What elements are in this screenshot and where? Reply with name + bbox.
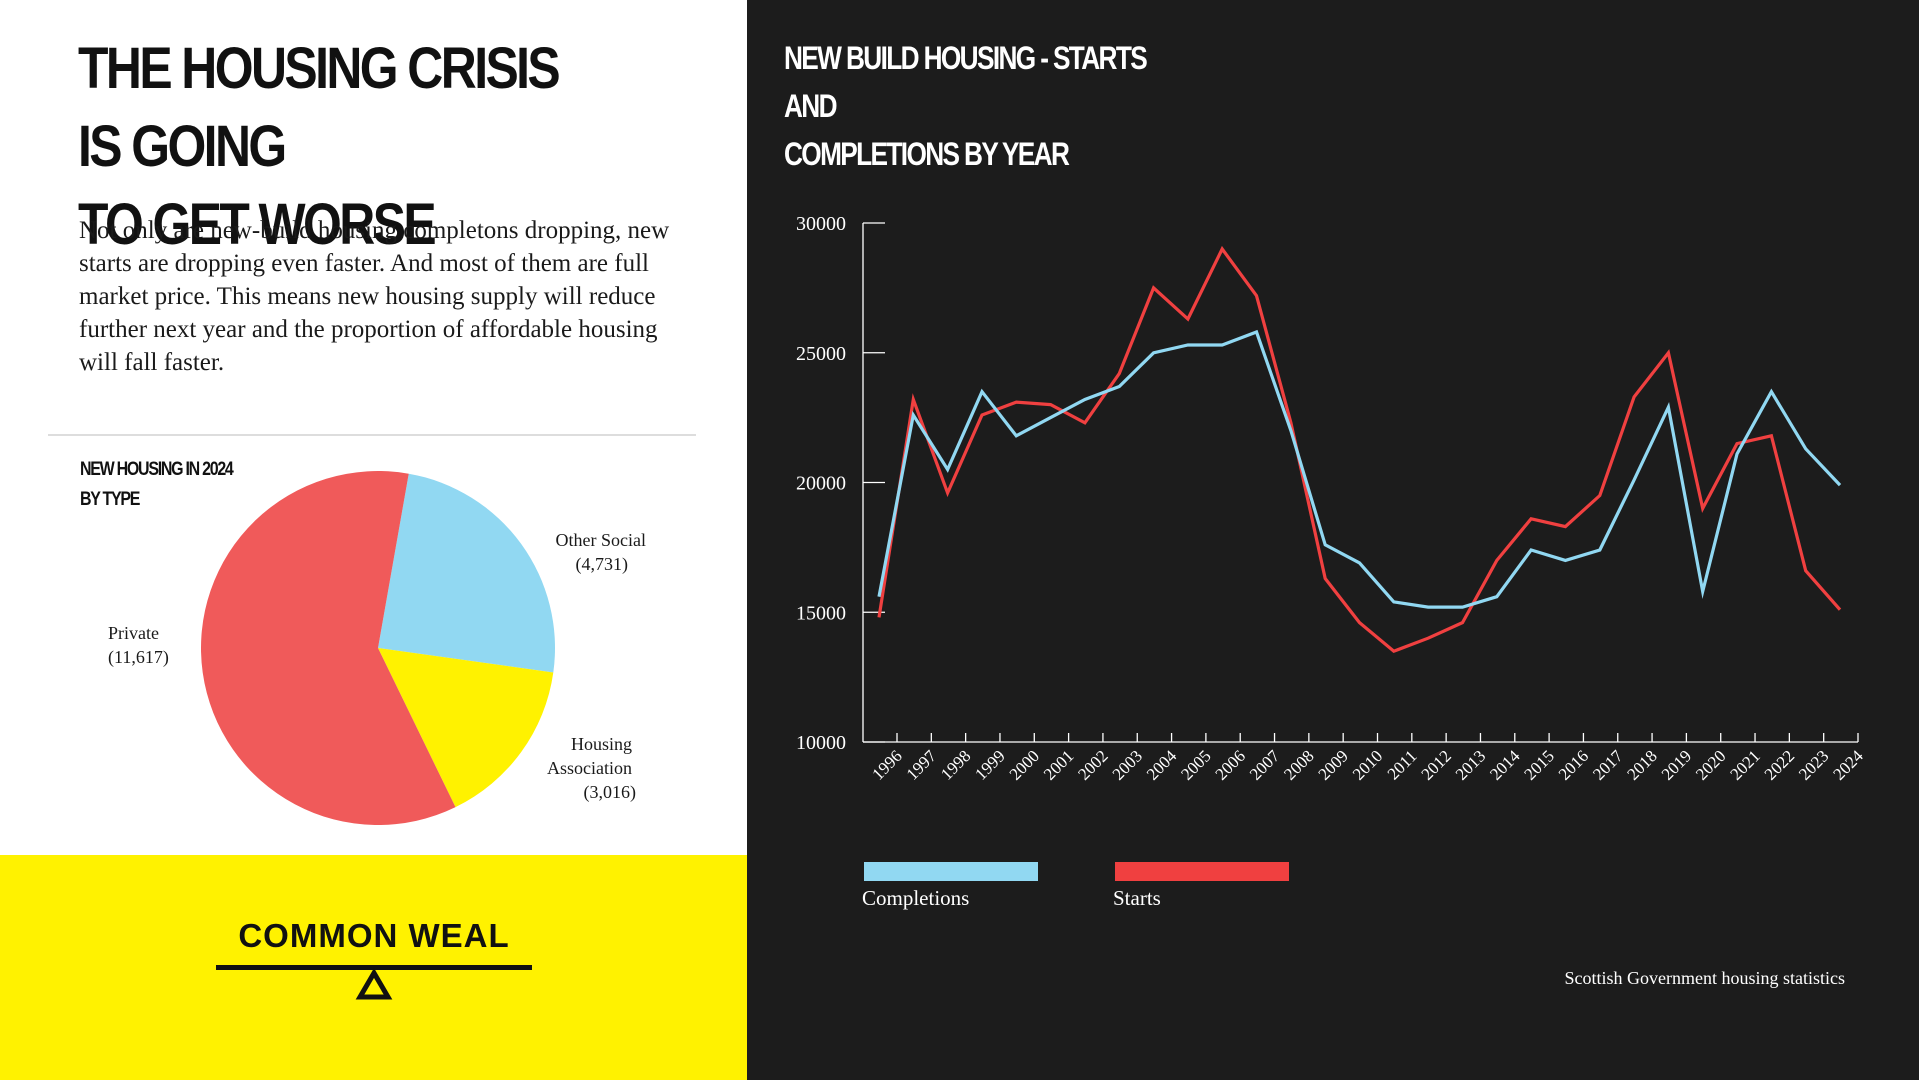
x-tick-label: 2015 <box>1520 746 1557 783</box>
legend-swatch-completions <box>864 862 1038 881</box>
headline-line-1: THE HOUSING CRISIS IS GOING <box>78 36 561 179</box>
x-tick-label: 2011 <box>1384 746 1421 783</box>
y-tick-label: 25000 <box>796 343 846 365</box>
y-tick-label: 15000 <box>796 602 846 624</box>
pie-label-private: Private (11,617) <box>108 621 208 669</box>
pie-chart-title: NEW HOUSING IN 2024 BY TYPE <box>80 455 298 515</box>
page-headline: THE HOUSING CRISIS IS GOING TO GET WORSE <box>78 30 561 264</box>
divider <box>48 434 696 436</box>
x-tick-label: 2019 <box>1658 746 1695 783</box>
intro-paragraph: Not only are new-build housing completon… <box>79 217 670 376</box>
pie-slice-other-social <box>378 473 556 673</box>
x-tick-label: 1999 <box>971 746 1008 783</box>
pie-title-line-2: BY TYPE <box>80 489 140 510</box>
x-tick-label: 2005 <box>1177 746 1214 783</box>
x-tick-label: 2022 <box>1761 746 1798 783</box>
legend-label-completions: Completions <box>862 886 969 910</box>
x-tick-label: 2017 <box>1589 746 1627 784</box>
x-tick-label: 2007 <box>1246 746 1284 784</box>
y-tick-label: 20000 <box>796 473 846 495</box>
x-tick-label: 2014 <box>1486 746 1524 784</box>
pie-slice-housing-association <box>378 648 554 808</box>
pie-label-value: (3,016) <box>583 782 637 802</box>
pie-label-other-social: Other Social (4,731) <box>470 528 646 576</box>
x-tick-label: 2023 <box>1795 746 1832 783</box>
x-tick-label: 2003 <box>1109 746 1146 783</box>
x-tick-label: 2020 <box>1692 746 1729 783</box>
pie-label-name: Private <box>108 623 159 643</box>
seesaw-logo-icon <box>216 965 532 1000</box>
pie-label-name-1: Housing <box>570 734 632 754</box>
x-tick-label: 1997 <box>903 746 941 784</box>
x-tick-label: 2010 <box>1349 746 1386 783</box>
x-tick-label: 2009 <box>1315 746 1352 783</box>
pie-label-value: (4,731) <box>575 554 629 574</box>
x-tick-label: 2000 <box>1006 746 1043 783</box>
pie-label-name-2: Association <box>547 758 632 778</box>
line-chart: 10000 15000 20000 25000 30000 199619971998199… <box>796 213 1867 910</box>
pie-label-value: (11,617) <box>108 647 169 667</box>
x-tick-label: 2004 <box>1143 746 1181 784</box>
x-tick-label: 1996 <box>868 746 905 783</box>
x-tick-label: 2018 <box>1623 746 1660 783</box>
pie-slice-private <box>200 470 456 825</box>
x-tick-label: 2016 <box>1555 746 1592 783</box>
legend-swatch-starts <box>1115 862 1289 881</box>
legend-label-starts: Starts <box>1113 886 1161 910</box>
pie-label-housing-association: Housing Association (3,016) <box>480 732 636 804</box>
x-tick-label: 2001 <box>1040 746 1077 783</box>
pie-chart <box>200 470 556 825</box>
y-tick-label: 10000 <box>796 732 846 754</box>
x-tick-label: 1998 <box>937 746 974 783</box>
y-tick-label: 30000 <box>796 213 846 235</box>
source-note: Scottish Government housing statistics <box>1564 968 1846 988</box>
right-panel <box>747 0 1919 1080</box>
x-tick-label: 2002 <box>1074 746 1111 783</box>
chart-title-line-1: NEW BUILD HOUSING - STARTS AND <box>784 40 1148 124</box>
common-weal-logo-text: COMMON WEAL <box>238 917 510 954</box>
pie-label-name: Other Social <box>555 530 646 550</box>
x-tick-label: 2012 <box>1417 746 1454 783</box>
x-tick-label: 2021 <box>1726 746 1763 783</box>
line-chart-title: NEW BUILD HOUSING - STARTS AND COMPLETIO… <box>784 34 1178 178</box>
x-tick-label: 2008 <box>1280 746 1317 783</box>
series-line-starts <box>877 245 1842 654</box>
headline-line-2: TO GET WORSE <box>78 192 437 257</box>
x-tick-label: 2006 <box>1212 746 1249 783</box>
pie-title-line-1: NEW HOUSING IN 2024 <box>80 459 234 480</box>
x-tick-label: 2024 <box>1829 746 1867 784</box>
chart-title-line-2: COMPLETIONS BY YEAR <box>784 136 1070 172</box>
x-tick-label: 2013 <box>1452 746 1489 783</box>
series-line-completions <box>877 329 1842 609</box>
